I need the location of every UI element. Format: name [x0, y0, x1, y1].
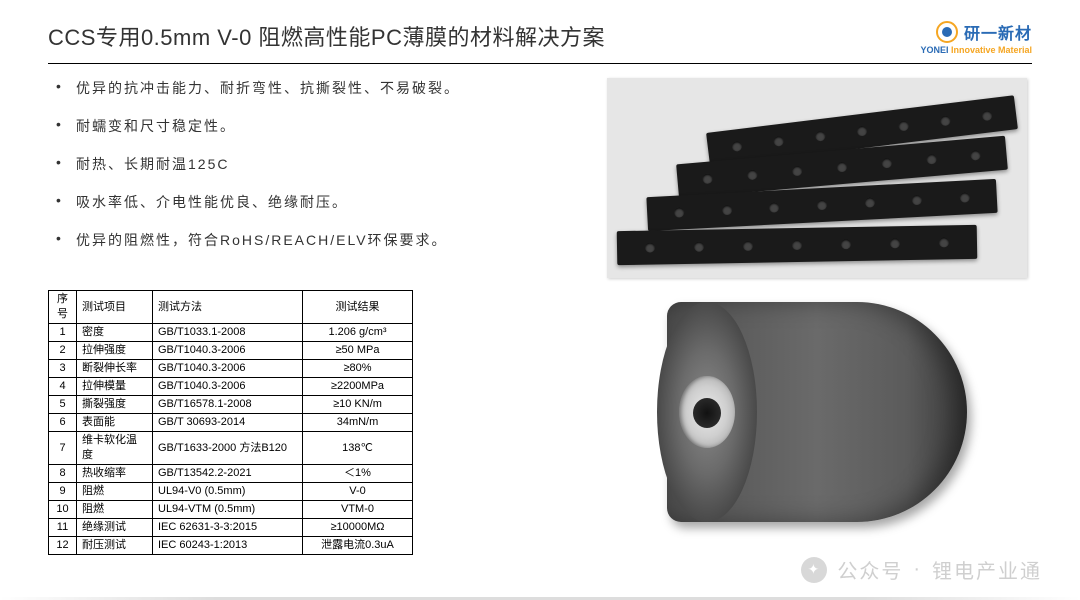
cell-item: 拉伸强度 — [77, 342, 153, 360]
table-row: 10阻燃UL94-VTM (0.5mm)VTM-0 — [49, 501, 413, 519]
brand-logo: 研一新材 YONEI Innovative Material — [920, 20, 1032, 55]
cell-idx: 2 — [49, 342, 77, 360]
watermark-dot: · — [913, 558, 922, 581]
logo-text-en: YONEI Innovative Material — [920, 45, 1032, 55]
slide: CCS专用0.5mm V-0 阻燃高性能PC薄膜的材料解决方案 研一新材 YON… — [0, 0, 1080, 600]
cell-method: IEC 62631-3-3:2015 — [153, 519, 303, 537]
table-row: 1密度GB/T1033.1-20081.206 g/cm³ — [49, 324, 413, 342]
product-image-strips — [607, 78, 1027, 278]
watermark-label: 公众号 — [837, 555, 903, 584]
spec-table: 序号 测试项目 测试方法 测试结果 1密度GB/T1033.1-20081.20… — [48, 290, 413, 555]
cell-idx: 5 — [49, 396, 77, 414]
cell-idx: 10 — [49, 501, 77, 519]
cell-method: GB/T13542.2-2021 — [153, 465, 303, 483]
cell-result: VTM-0 — [303, 501, 413, 519]
list-item: 优异的阻燃性，符合RoHS/REACH/ELV环保要求。 — [52, 230, 582, 250]
table-row: 9阻燃UL94-V0 (0.5mm)V-0 — [49, 483, 413, 501]
cell-item: 热收缩率 — [77, 465, 153, 483]
list-item: 耐蠕变和尺寸稳定性。 — [52, 116, 582, 136]
cell-result: 34mN/m — [303, 414, 413, 432]
table-row: 4拉伸模量GB/T1040.3-2006≥2200MPa — [49, 378, 413, 396]
cell-method: GB/T1040.3-2006 — [153, 342, 303, 360]
list-item: 吸水率低、介电性能优良、绝缘耐压。 — [52, 192, 582, 212]
cell-item: 密度 — [77, 324, 153, 342]
cell-method: GB/T16578.1-2008 — [153, 396, 303, 414]
cell-item: 阻燃 — [77, 483, 153, 501]
cell-idx: 11 — [49, 519, 77, 537]
cell-result: ≥80% — [303, 360, 413, 378]
cell-result: ＜1% — [303, 465, 413, 483]
cell-result: ≥10000MΩ — [303, 519, 413, 537]
feature-list: 优异的抗冲击能力、耐折弯性、抗撕裂性、不易破裂。 耐蠕变和尺寸稳定性。 耐热、长… — [48, 78, 582, 250]
spec-table-wrap: 序号 测试项目 测试方法 测试结果 1密度GB/T1033.1-20081.20… — [48, 290, 582, 555]
logo-text-cn: 研一新材 — [964, 20, 1032, 44]
cell-method: UL94-VTM (0.5mm) — [153, 501, 303, 519]
cell-idx: 9 — [49, 483, 77, 501]
cell-result: ≥50 MPa — [303, 342, 413, 360]
cell-item: 耐压测试 — [77, 537, 153, 555]
cell-idx: 4 — [49, 378, 77, 396]
cell-result: 泄露电流0.3uA — [303, 537, 413, 555]
cell-item: 维卡软化温度 — [77, 432, 153, 465]
cell-method: GB/T 30693-2014 — [153, 414, 303, 432]
th-item: 测试项目 — [77, 291, 153, 324]
cell-method: GB/T1040.3-2006 — [153, 378, 303, 396]
table-header-row: 序号 测试项目 测试方法 测试结果 — [49, 291, 413, 324]
table-row: 12耐压测试IEC 60243-1:2013泄露电流0.3uA — [49, 537, 413, 555]
cell-item: 表面能 — [77, 414, 153, 432]
cell-result: V-0 — [303, 483, 413, 501]
cell-method: UL94-V0 (0.5mm) — [153, 483, 303, 501]
cell-item: 撕裂强度 — [77, 396, 153, 414]
table-row: 2拉伸强度GB/T1040.3-2006≥50 MPa — [49, 342, 413, 360]
cell-idx: 7 — [49, 432, 77, 465]
cell-item: 阻燃 — [77, 501, 153, 519]
table-row: 6表面能GB/T 30693-201434mN/m — [49, 414, 413, 432]
wechat-icon: ✦ — [801, 557, 827, 583]
table-row: 3断裂伸长率GB/T1040.3-2006≥80% — [49, 360, 413, 378]
table-row: 7维卡软化温度GB/T1633-2000 方法B120138℃ — [49, 432, 413, 465]
cell-result: ≥10 KN/m — [303, 396, 413, 414]
right-column — [602, 78, 1032, 555]
cell-method: GB/T1040.3-2006 — [153, 360, 303, 378]
watermark: ✦ 公众号 · 锂电产业通 — [801, 555, 1042, 584]
th-method: 测试方法 — [153, 291, 303, 324]
cell-item: 绝缘测试 — [77, 519, 153, 537]
cell-idx: 12 — [49, 537, 77, 555]
logo-icon — [936, 21, 958, 43]
cell-method: GB/T1633-2000 方法B120 — [153, 432, 303, 465]
cell-method: GB/T1033.1-2008 — [153, 324, 303, 342]
table-row: 5撕裂强度GB/T16578.1-2008≥10 KN/m — [49, 396, 413, 414]
list-item: 优异的抗冲击能力、耐折弯性、抗撕裂性、不易破裂。 — [52, 78, 582, 98]
page-title: CCS专用0.5mm V-0 阻燃高性能PC薄膜的材料解决方案 — [48, 20, 605, 52]
th-idx: 序号 — [49, 291, 77, 324]
product-image-roll — [637, 292, 997, 532]
cell-item: 断裂伸长率 — [77, 360, 153, 378]
cell-result: 1.206 g/cm³ — [303, 324, 413, 342]
header: CCS专用0.5mm V-0 阻燃高性能PC薄膜的材料解决方案 研一新材 YON… — [48, 20, 1032, 64]
th-result: 测试结果 — [303, 291, 413, 324]
cell-result: ≥2200MPa — [303, 378, 413, 396]
content: 优异的抗冲击能力、耐折弯性、抗撕裂性、不易破裂。 耐蠕变和尺寸稳定性。 耐热、长… — [48, 78, 1032, 555]
left-column: 优异的抗冲击能力、耐折弯性、抗撕裂性、不易破裂。 耐蠕变和尺寸稳定性。 耐热、长… — [48, 78, 582, 555]
table-row: 8热收缩率GB/T13542.2-2021＜1% — [49, 465, 413, 483]
cell-idx: 8 — [49, 465, 77, 483]
cell-idx: 1 — [49, 324, 77, 342]
watermark-name: 锂电产业通 — [932, 555, 1042, 584]
cell-method: IEC 60243-1:2013 — [153, 537, 303, 555]
cell-idx: 6 — [49, 414, 77, 432]
cell-idx: 3 — [49, 360, 77, 378]
cell-result: 138℃ — [303, 432, 413, 465]
logo-en-a: YONEI — [920, 45, 948, 55]
list-item: 耐热、长期耐温125C — [52, 154, 582, 174]
table-row: 11绝缘测试IEC 62631-3-3:2015≥10000MΩ — [49, 519, 413, 537]
logo-en-b: Innovative Material — [951, 45, 1032, 55]
cell-item: 拉伸模量 — [77, 378, 153, 396]
